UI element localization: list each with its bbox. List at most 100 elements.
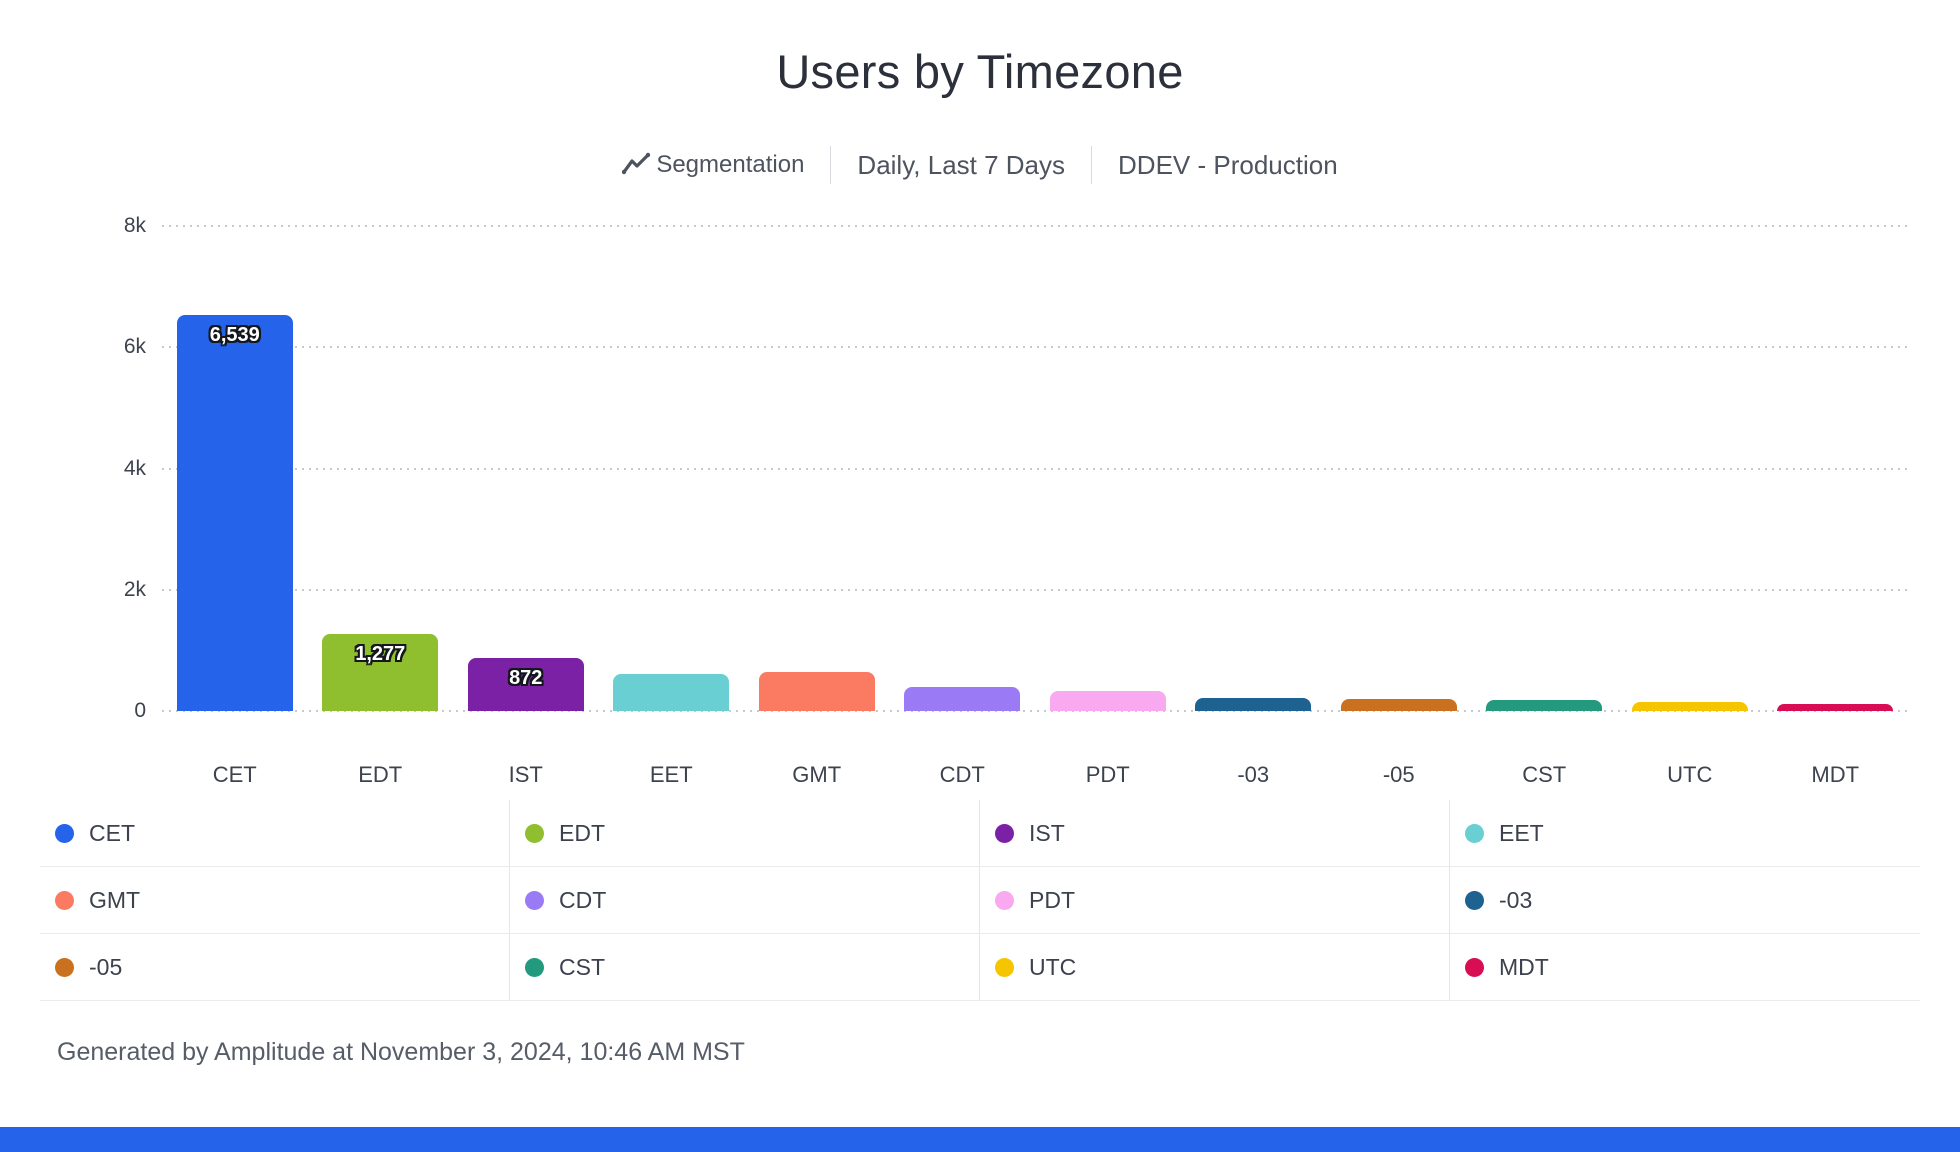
legend-swatch-GMT <box>55 890 74 910</box>
legend-swatch-CDT <box>525 890 544 910</box>
legend-label--05: -05 <box>89 953 123 980</box>
bar-UTC <box>1631 702 1748 711</box>
legend-swatch-CET <box>55 823 74 843</box>
x-tick--03: -03 <box>1237 762 1270 787</box>
bar-slot--03 <box>1181 226 1327 711</box>
bar-PDT <box>1049 691 1166 711</box>
legend-swatch-IST <box>995 823 1014 843</box>
legend-label-GMT: GMT <box>89 886 141 913</box>
legend-swatch-EET <box>1465 823 1484 843</box>
segmentation-icon <box>622 152 651 178</box>
generated-by-text: Generated by Amplitude at November 3, 20… <box>57 1038 745 1066</box>
legend-label-EET: EET <box>1499 819 1544 846</box>
y-tick-0: 0 <box>134 699 146 722</box>
gridline-4k <box>162 467 1908 470</box>
gridline-6k <box>162 346 1908 349</box>
bar-value-CET: 6,539 <box>209 324 260 346</box>
legend-swatch-PDT <box>995 890 1014 910</box>
legend-label-PDT: PDT <box>1029 886 1075 913</box>
legend-label-EDT: EDT <box>559 819 605 846</box>
y-tick-4k: 4k <box>123 456 146 480</box>
bar-CDT <box>904 687 1021 711</box>
legend-swatch--05 <box>55 957 74 977</box>
bar-slot-CST <box>1472 226 1618 711</box>
legend-swatch-UTC <box>995 957 1014 977</box>
x-tick-EDT: EDT <box>358 762 403 787</box>
meta-divider <box>1091 146 1093 184</box>
legend-label--03: -03 <box>1499 886 1533 913</box>
legend-swatch-MDT <box>1465 957 1484 977</box>
page-title: Users by Timezone <box>776 45 1184 98</box>
legend-label-UTC: UTC <box>1029 953 1077 980</box>
x-tick-IST: IST <box>508 762 543 787</box>
gridline-0 <box>162 710 1908 712</box>
x-tick-UTC: UTC <box>1667 762 1713 787</box>
bar-slot-MDT <box>1763 226 1909 711</box>
bar-EDT: 1,277 <box>322 634 439 711</box>
legend-item-IST: IST <box>980 800 1450 867</box>
x-tick-MDT: MDT <box>1811 762 1860 787</box>
legend-label-IST: IST <box>1029 819 1065 846</box>
legend-item-GMT: GMT <box>40 867 510 934</box>
legend-label-CET: CET <box>89 819 135 846</box>
bar-slot-IST: 872 <box>453 226 599 711</box>
x-tick-GMT: GMT <box>792 762 842 787</box>
legend-item-EDT: EDT <box>510 800 980 867</box>
meta-chart-type: Segmentation <box>656 151 805 178</box>
meta-date-range: Daily, Last 7 Days <box>857 149 1066 180</box>
bar-slot--05 <box>1326 226 1472 711</box>
legend-label-MDT: MDT <box>1499 953 1549 980</box>
bar-IST: 872 <box>467 658 584 711</box>
bar-series: 6,539 1,277 872 <box>162 226 1908 711</box>
legend-item-PDT: PDT <box>980 867 1450 934</box>
legend-swatch--03 <box>1465 890 1484 910</box>
legend-item--03: -03 <box>1450 867 1920 934</box>
legend-item-CDT: CDT <box>510 867 980 934</box>
bar-slot-CET: 6,539 <box>162 226 308 711</box>
x-tick-CST: CST <box>1522 762 1567 787</box>
bar-EET <box>613 674 730 711</box>
bar-CET: 6,539 <box>176 315 293 711</box>
legend-item--05: -05 <box>40 934 510 1001</box>
x-axis-labels: CET EDT IST EET GMT CDT PDT -03 -05 CST UTC MDT <box>162 762 1908 788</box>
gridline-8k <box>162 225 1908 227</box>
bar-slot-GMT <box>744 226 890 711</box>
bar-slot-PDT <box>1035 226 1181 711</box>
bar-GMT <box>758 672 875 711</box>
bar-slot-EDT: 1,277 <box>308 226 454 711</box>
legend-item-CST: CST <box>510 934 980 1001</box>
legend-item-CET: CET <box>40 800 510 867</box>
bar--03 <box>1195 698 1312 711</box>
x-tick-PDT: PDT <box>1085 762 1130 787</box>
x-tick-CET: CET <box>212 762 257 787</box>
bar-CST <box>1486 700 1603 711</box>
bar-MDT <box>1777 704 1894 711</box>
x-tick--05: -05 <box>1382 762 1415 787</box>
legend-swatch-CST <box>525 957 544 977</box>
meta-project: DDEV - Production <box>1118 149 1338 180</box>
bar-value-IST: 872 <box>509 667 543 689</box>
legend-table: CET EDT IST EET GMT CDT PDT -03 -05 CST UTC MDT <box>40 800 1920 1001</box>
amplitude-brand-bar <box>0 1127 1960 1152</box>
gridline-2k <box>162 588 1908 591</box>
bar-slot-UTC <box>1617 226 1763 711</box>
y-tick-2k: 2k <box>123 577 146 601</box>
meta-divider <box>830 146 832 184</box>
legend-label-CDT: CDT <box>559 886 607 913</box>
bar--05 <box>1340 699 1457 711</box>
legend-item-EET: EET <box>1450 800 1920 867</box>
x-tick-CDT: CDT <box>939 762 985 787</box>
legend-label-CST: CST <box>559 953 605 980</box>
legend-swatch-EDT <box>525 823 544 843</box>
y-tick-8k: 8k <box>123 214 146 237</box>
legend-item-UTC: UTC <box>980 934 1450 1001</box>
bar-slot-CDT <box>890 226 1036 711</box>
x-tick-EET: EET <box>649 762 693 787</box>
chart-meta: Segmentation Daily, Last 7 Days DDEV - P… <box>0 146 1960 184</box>
bar-slot-EET <box>599 226 745 711</box>
meta-segmentation: Segmentation <box>596 151 830 179</box>
legend-item-MDT: MDT <box>1450 934 1920 1001</box>
bar-value-EDT: 1,277 <box>355 643 406 665</box>
